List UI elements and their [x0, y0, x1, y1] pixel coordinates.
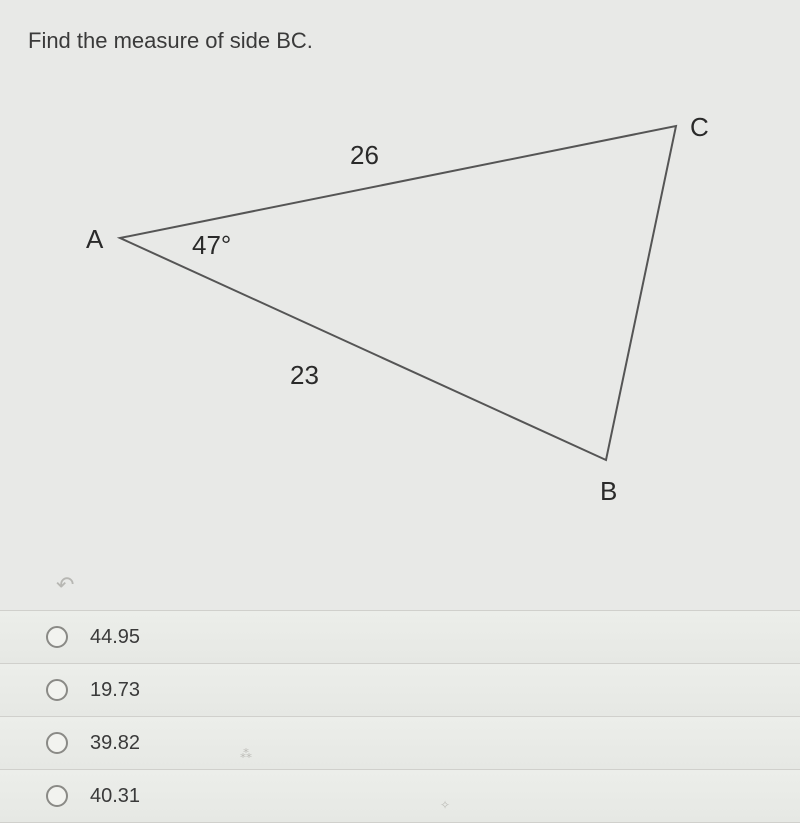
side-label-AB: 23 [290, 360, 319, 391]
toolbar-row: ↶ [0, 560, 800, 610]
radio-icon[interactable] [46, 785, 68, 807]
choice-text: 40.31 [90, 785, 140, 808]
question-text: Find the measure of side BC. [28, 28, 313, 54]
choice-text: 19.73 [90, 679, 140, 702]
choice-row[interactable]: 44.95 [0, 610, 800, 663]
choice-text: 44.95 [90, 626, 140, 649]
page: Find the measure of side BC. A B C 26 23… [0, 0, 800, 800]
triangle-diagram: A B C 26 23 47° [60, 120, 740, 520]
radio-icon[interactable] [46, 626, 68, 648]
choice-row[interactable]: 39.82 ⁂ [0, 716, 800, 769]
vertex-label-B: B [600, 476, 617, 507]
angle-label-A: 47° [192, 230, 231, 261]
undo-icon[interactable]: ↶ [56, 572, 74, 598]
choice-row[interactable]: 19.73 [0, 663, 800, 716]
speck-icon: ⁂ [240, 747, 252, 761]
speck-icon: ✧ [440, 798, 450, 812]
vertex-label-A: A [86, 224, 103, 255]
radio-icon[interactable] [46, 732, 68, 754]
radio-icon[interactable] [46, 679, 68, 701]
triangle-outline [120, 126, 676, 460]
vertex-label-C: C [690, 112, 709, 143]
choice-row[interactable]: 40.31 ✧ [0, 769, 800, 823]
answer-choices: ↶ 44.95 19.73 39.82 ⁂ 40.31 ✧ [0, 560, 800, 823]
triangle-svg [60, 120, 740, 520]
choice-text: 39.82 [90, 732, 140, 755]
side-label-AC: 26 [350, 140, 379, 171]
